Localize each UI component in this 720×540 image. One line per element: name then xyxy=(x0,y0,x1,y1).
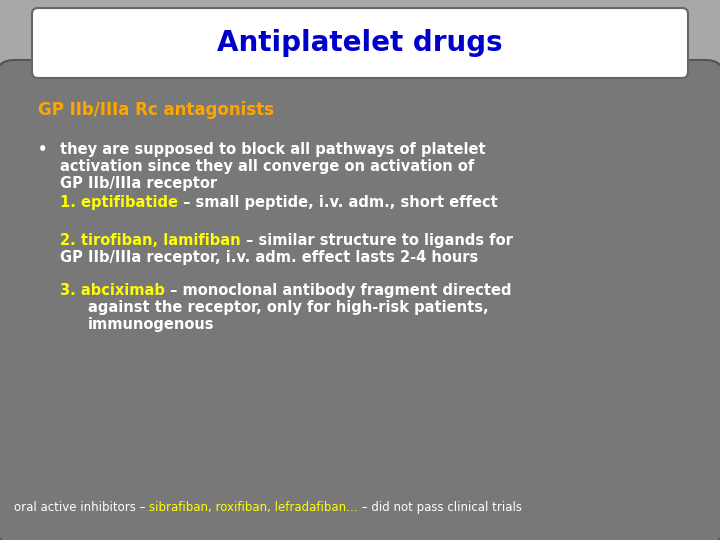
FancyBboxPatch shape xyxy=(0,60,720,540)
Text: 1. eptifibatide: 1. eptifibatide xyxy=(60,195,178,210)
Text: 2. tirofiban, lamifiban: 2. tirofiban, lamifiban xyxy=(60,233,240,248)
FancyBboxPatch shape xyxy=(32,8,688,78)
Text: immunogenous: immunogenous xyxy=(88,317,215,332)
Text: against the receptor, only for high-risk patients,: against the receptor, only for high-risk… xyxy=(88,300,489,315)
Text: sibrafiban, roxifiban, lefradafiban…: sibrafiban, roxifiban, lefradafiban… xyxy=(149,501,358,514)
Text: 3. abciximab: 3. abciximab xyxy=(60,283,165,298)
Text: Antiplatelet drugs: Antiplatelet drugs xyxy=(217,29,503,57)
Text: activation since they all converge on activation of: activation since they all converge on ac… xyxy=(60,159,474,174)
Text: – small peptide, i.v. adm., short effect: – small peptide, i.v. adm., short effect xyxy=(178,195,498,210)
Text: GP IIb/IIIa receptor, i.v. adm. effect lasts 2-4 hours: GP IIb/IIIa receptor, i.v. adm. effect l… xyxy=(60,250,478,265)
Text: GP IIb/IIIa Rc antagonists: GP IIb/IIIa Rc antagonists xyxy=(38,101,274,119)
Text: they are supposed to block all pathways of platelet: they are supposed to block all pathways … xyxy=(60,142,485,157)
Text: – monoclonal antibody fragment directed: – monoclonal antibody fragment directed xyxy=(165,283,511,298)
Text: oral active inhibitors –: oral active inhibitors – xyxy=(14,501,149,514)
Text: – did not pass clinical trials: – did not pass clinical trials xyxy=(358,501,522,514)
Text: – similar structure to ligands for: – similar structure to ligands for xyxy=(240,233,513,248)
Text: GP IIb/IIIa receptor: GP IIb/IIIa receptor xyxy=(60,176,217,191)
Text: •: • xyxy=(38,142,48,157)
